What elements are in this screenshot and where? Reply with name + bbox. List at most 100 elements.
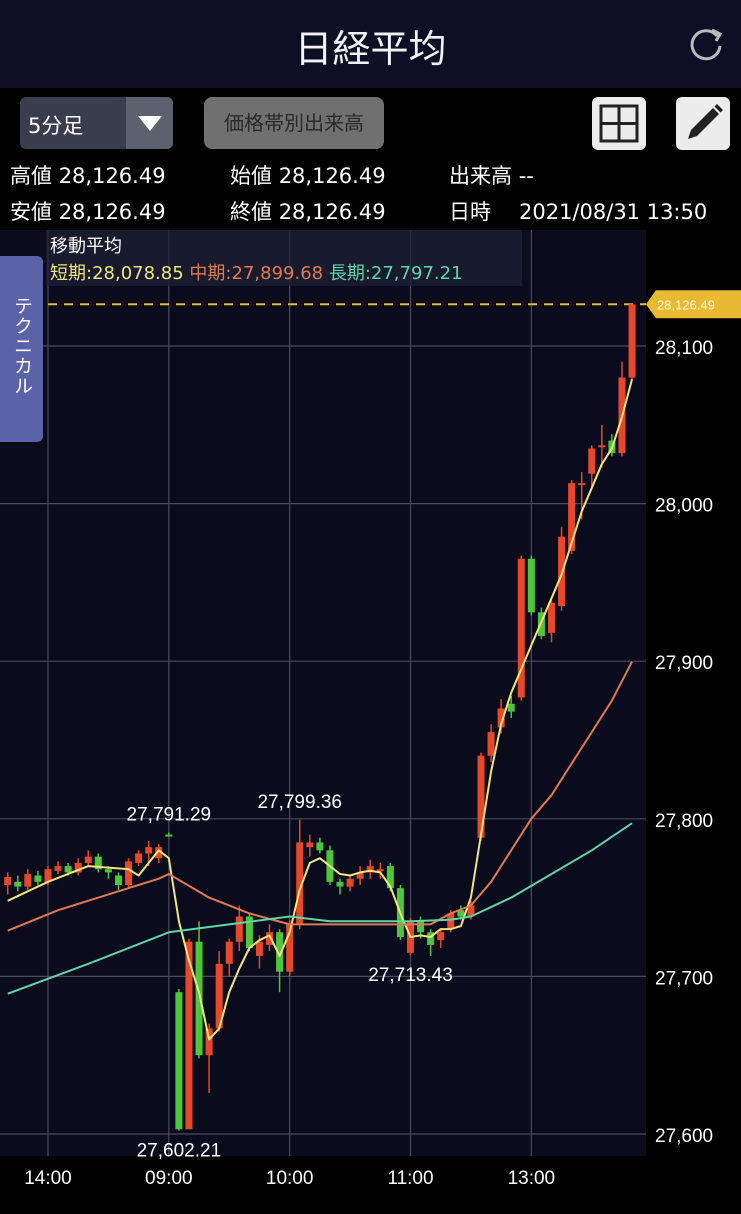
mid-ma-line xyxy=(7,661,633,932)
candle-body xyxy=(628,304,636,378)
y-tick-label: 27,700 xyxy=(655,968,713,989)
candle-body xyxy=(145,847,153,854)
x-tick-label: 09:00 xyxy=(145,1168,193,1189)
candle-body xyxy=(487,732,495,756)
candle-body xyxy=(547,602,555,633)
candle-body xyxy=(94,856,102,870)
candle-body xyxy=(114,875,122,885)
candle-body xyxy=(64,866,72,873)
candle-body xyxy=(457,910,465,917)
candle-body xyxy=(195,941,203,1056)
ma-long-value: 長期:27,797.21 xyxy=(328,263,463,284)
candle-body xyxy=(34,875,42,882)
y-tick-label: 27,600 xyxy=(655,1126,713,1147)
moving-average-legend: 移動平均 短期:28,078.85 中期:27,899.68 長期:27,797… xyxy=(46,230,522,286)
candle-body xyxy=(135,853,143,863)
candle-body xyxy=(447,913,455,930)
candle-body xyxy=(286,924,294,972)
candle-body xyxy=(74,862,82,873)
price-annotation: 27,602.21 xyxy=(137,1141,222,1162)
ma-short-value: 短期:28,078.85 xyxy=(50,263,184,284)
pencil-icon xyxy=(688,104,723,139)
chevron-down-icon xyxy=(126,97,173,149)
candle-body xyxy=(175,992,183,1130)
candle-body xyxy=(125,861,133,885)
candle-body xyxy=(477,755,485,838)
open-info: 始値 28,126.49 xyxy=(230,164,386,188)
technical-tab[interactable]: テクニカル xyxy=(0,256,43,442)
candle-body xyxy=(467,905,475,917)
candle-body xyxy=(507,703,515,712)
candle-body xyxy=(588,448,596,474)
candle-body xyxy=(517,558,525,698)
price-annotation: 27,713.43 xyxy=(368,965,453,986)
candle-body xyxy=(568,483,576,551)
draw-button[interactable] xyxy=(676,97,730,150)
candle-body xyxy=(245,916,253,949)
x-tick-label: 10:00 xyxy=(266,1168,314,1189)
x-tick-label: 13:00 xyxy=(508,1168,556,1189)
candle-body xyxy=(4,877,12,885)
candle-body xyxy=(296,842,304,925)
candle-body xyxy=(386,866,394,889)
candle-body xyxy=(24,873,32,887)
candle-body xyxy=(14,881,22,887)
candle-body xyxy=(356,872,364,879)
candle-body xyxy=(215,963,223,1029)
refresh-icon[interactable] xyxy=(686,24,726,64)
candle-body xyxy=(497,708,505,728)
candle-body xyxy=(185,941,193,1130)
x-tick-label: 14:00 xyxy=(24,1168,72,1189)
candle-body xyxy=(376,869,384,872)
header-bar: 日経平均 xyxy=(0,0,741,88)
close-info: 終値 28,126.49 xyxy=(230,200,386,224)
technical-tab-label: テクニカル xyxy=(11,296,33,396)
candle-body xyxy=(225,941,233,964)
candle-body xyxy=(578,483,586,486)
candle-body xyxy=(255,941,263,956)
candle-body xyxy=(316,842,324,851)
candle-body xyxy=(266,932,274,945)
candle-body xyxy=(427,932,435,945)
y-tick-label: 27,800 xyxy=(655,811,713,832)
volume-profile-button[interactable]: 価格帯別出来高 xyxy=(204,97,384,149)
candle-body xyxy=(44,869,52,882)
chart-area[interactable] xyxy=(0,230,646,1156)
candle-body xyxy=(276,932,284,972)
layout-button[interactable] xyxy=(592,97,646,150)
datetime-info: 日時 2021/08/31 13:50 xyxy=(449,200,708,224)
candle-body xyxy=(165,834,173,837)
candle-body xyxy=(54,866,62,871)
x-tick-label: 11:00 xyxy=(387,1168,433,1189)
volume-info: 出来高 -- xyxy=(449,164,534,188)
high-info: 高値 28,126.49 xyxy=(10,164,166,188)
current-price-label: 28,126.49 xyxy=(657,297,715,312)
y-tick-label: 28,100 xyxy=(655,338,713,359)
candle-body xyxy=(306,842,314,848)
grid-layout-icon xyxy=(599,104,639,143)
candle-body xyxy=(235,916,243,942)
candle-body xyxy=(155,847,163,859)
short-ma-line xyxy=(7,379,633,1041)
interval-value: 5分足 xyxy=(28,114,84,138)
candle-body xyxy=(366,866,374,873)
candle-body xyxy=(336,881,344,887)
long-ma-line xyxy=(7,822,633,995)
y-tick-label: 27,900 xyxy=(655,653,713,674)
candle-body xyxy=(598,445,606,448)
candle-body xyxy=(346,878,354,887)
candle-body xyxy=(104,869,112,873)
low-info: 安値 28,126.49 xyxy=(10,200,166,224)
y-tick-label: 28,000 xyxy=(655,496,713,517)
current-price-badge xyxy=(646,290,741,319)
interval-select[interactable]: 5分足 xyxy=(20,97,173,149)
candle-body xyxy=(417,921,425,933)
ma-title: 移動平均 xyxy=(50,236,122,257)
candle-body xyxy=(84,856,92,863)
price-annotation: 27,799.36 xyxy=(257,792,342,813)
candle-body xyxy=(205,1028,213,1056)
ma-mid-value: 中期:27,899.68 xyxy=(189,263,324,284)
price-annotation: 27,791.29 xyxy=(127,805,212,826)
candle-body xyxy=(527,558,535,613)
